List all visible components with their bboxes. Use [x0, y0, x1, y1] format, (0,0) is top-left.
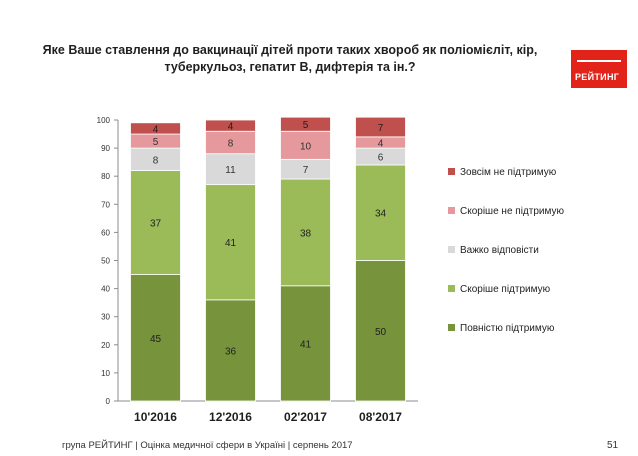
- y-tick-label: 60: [101, 228, 110, 237]
- y-tick-label: 50: [101, 257, 110, 266]
- bar-segment: [130, 170, 181, 275]
- bar-data-label: 38: [300, 228, 312, 239]
- bar-segment: [280, 285, 331, 402]
- legend-swatch: [448, 324, 455, 331]
- x-tick-label: 08'2017: [359, 410, 402, 424]
- legend-label: Зовсім не підтримую: [460, 167, 557, 178]
- y-tick-label: 30: [101, 313, 110, 322]
- y-tick-label: 100: [97, 116, 111, 125]
- legend-swatch: [448, 285, 455, 292]
- bar-segment: [355, 116, 406, 138]
- stacked-bar-chart: 0102030405060708090100453785410'20163641…: [97, 116, 565, 424]
- bar-data-label: 5: [153, 137, 159, 148]
- x-tick-label: 10'2016: [134, 410, 177, 424]
- bar-segment: [205, 184, 256, 301]
- bar-data-label: 36: [225, 346, 237, 357]
- bar-data-label: 4: [153, 124, 159, 135]
- legend-swatch: [448, 207, 455, 214]
- y-tick-label: 0: [106, 397, 111, 406]
- bar-data-label: 41: [225, 238, 237, 249]
- bar-data-label: 8: [153, 155, 159, 166]
- bar-data-label: 50: [375, 327, 387, 338]
- footer-caption: група РЕЙТИНГ | Оцінка медичної сфери в …: [62, 440, 353, 451]
- bar-data-label: 11: [225, 165, 236, 176]
- bar-segment: [205, 153, 256, 186]
- page-number: 51: [607, 440, 619, 451]
- bar-segment: [280, 130, 331, 160]
- bar-data-label: 34: [375, 209, 387, 220]
- legend-label: Повністю підтримую: [460, 323, 555, 334]
- bar-segment: [280, 116, 331, 132]
- y-tick-label: 80: [101, 172, 110, 181]
- bar-data-label: 45: [150, 334, 162, 345]
- bar-data-label: 7: [303, 165, 309, 176]
- bar-data-label: 4: [228, 122, 234, 133]
- x-tick-label: 12'2016: [209, 410, 252, 424]
- bar-data-label: 41: [300, 339, 312, 350]
- bar-segment: [205, 119, 256, 132]
- brand-logo: РЕЙТИНГ: [571, 50, 627, 88]
- y-tick-label: 10: [101, 369, 110, 378]
- bar-data-label: 4: [378, 138, 384, 149]
- bar-data-label: 8: [228, 138, 234, 149]
- y-tick-label: 90: [101, 144, 110, 153]
- y-tick-label: 20: [101, 341, 110, 350]
- bar-data-label: 37: [150, 219, 162, 230]
- legend-swatch: [448, 168, 455, 175]
- logo-stripe: [577, 60, 621, 62]
- legend-swatch: [448, 246, 455, 253]
- bar-segment: [205, 299, 256, 402]
- logo-text: РЕЙТИНГ: [575, 72, 620, 82]
- bar-segment: [280, 178, 331, 287]
- bar-segment: [130, 122, 181, 135]
- legend-label: Скоріше підтримую: [460, 284, 551, 295]
- bar-data-label: 5: [303, 120, 309, 131]
- legend-label: Скоріше не підтримую: [460, 206, 564, 217]
- bar-data-label: 6: [378, 153, 384, 164]
- y-tick-label: 40: [101, 285, 110, 294]
- x-tick-label: 02'2017: [284, 410, 327, 424]
- bar-segment: [130, 274, 181, 402]
- chart-title: Яке Ваше ставлення до вакцинації дітей п…: [42, 43, 538, 74]
- bar-data-label: 7: [378, 123, 384, 134]
- bar-segment: [355, 164, 406, 261]
- legend-label: Важко відповісти: [460, 245, 539, 256]
- bar-data-label: 10: [300, 141, 312, 152]
- y-tick-label: 70: [101, 200, 110, 209]
